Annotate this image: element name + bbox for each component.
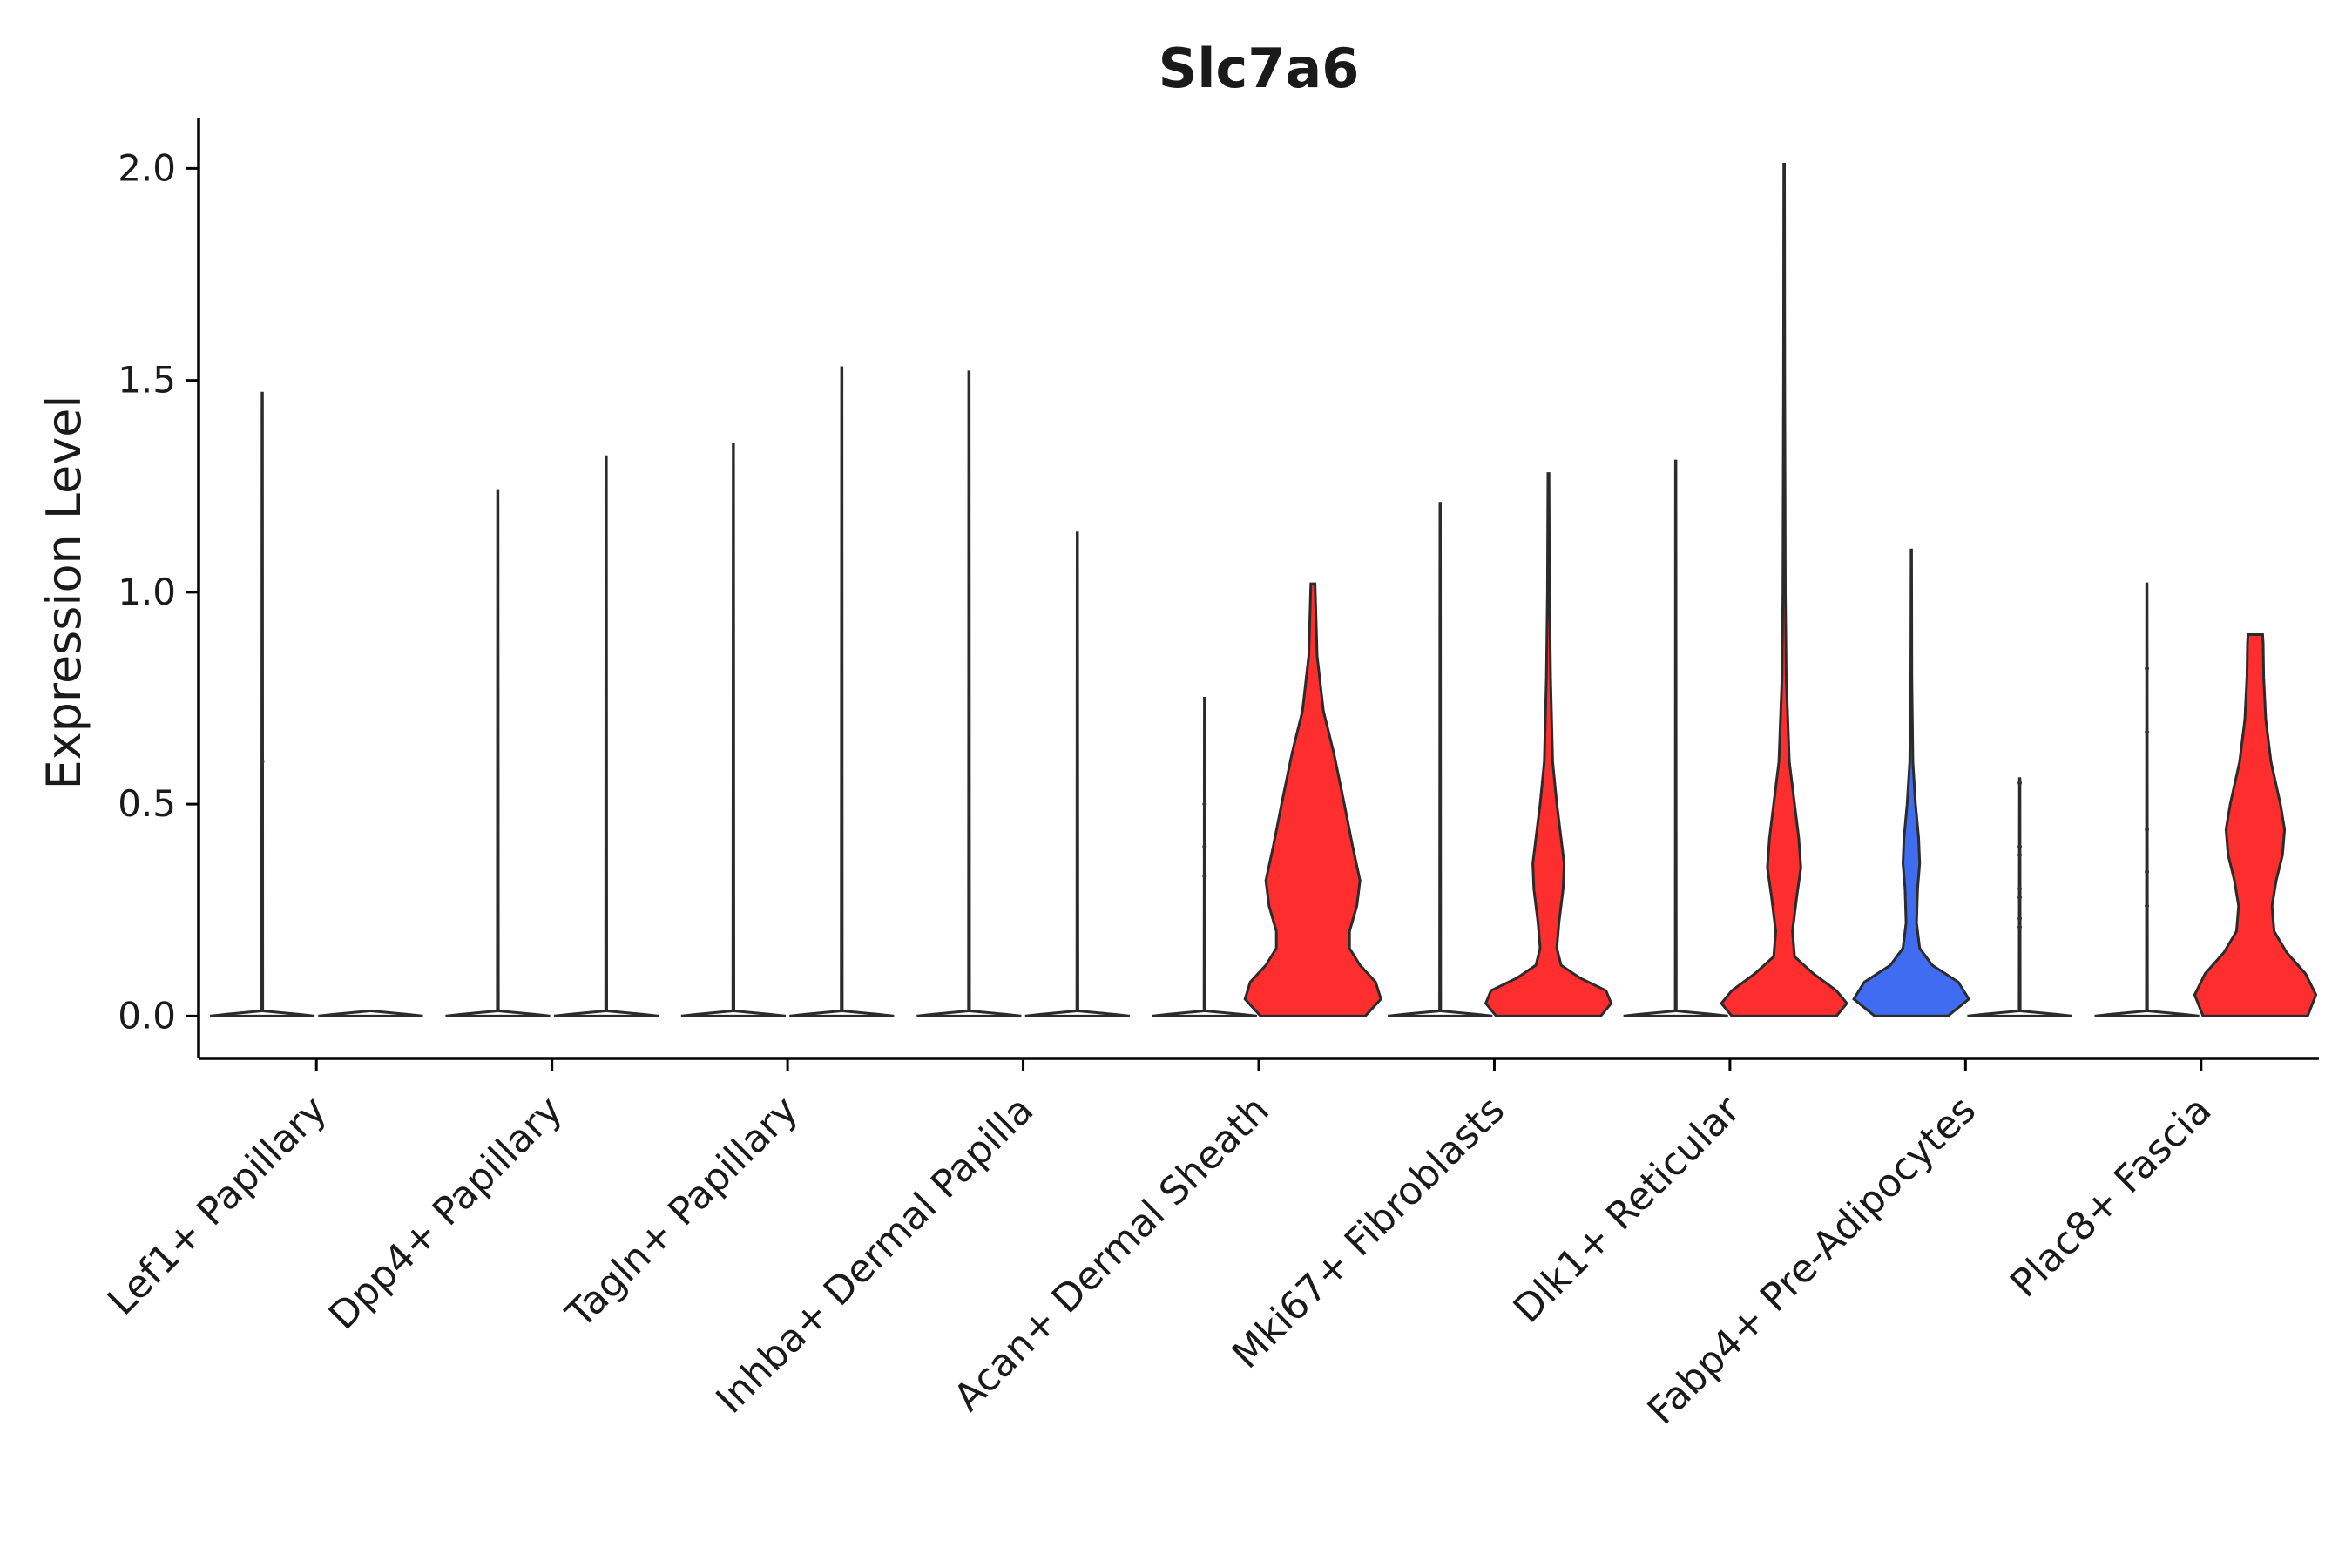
violin-1-2 [445, 489, 551, 1017]
data-point [2145, 903, 2150, 909]
axes [197, 118, 2319, 1060]
y-tick-label: 1.0 [118, 571, 176, 613]
violin-1-3 [680, 443, 787, 1017]
y-axis-ticks: 0.0 0.5 1.0 1.5 2.0 [118, 146, 199, 1037]
data-point [2017, 781, 2023, 786]
violin-2-5 [1243, 582, 1382, 1017]
violin-2-6 [1484, 472, 1613, 1017]
violin-1-1 [209, 391, 315, 1017]
violin-2-3 [789, 366, 895, 1017]
x-tick-label: Tagln+ Papillary [558, 1088, 807, 1337]
x-tick-label: Dpp4+ Papillary [321, 1088, 571, 1339]
data-point [260, 759, 265, 764]
data-point [1202, 844, 1207, 849]
data-point [2017, 916, 2023, 921]
chart-title: Slc7a6 [1159, 37, 1360, 100]
x-tick-label: Lef1+ Papillary [99, 1088, 335, 1324]
violin-2-1 [318, 1010, 423, 1017]
data-point [2145, 827, 2150, 832]
violin-1-4 [916, 370, 1022, 1017]
data-point [1202, 874, 1207, 879]
data-point [1202, 801, 1207, 807]
violins [209, 163, 2318, 1017]
x-tick-label: Mki67+ Fibroblasts [1224, 1088, 1513, 1377]
data-point [2145, 869, 2150, 875]
data-point [2017, 852, 2023, 857]
data-point [2017, 924, 2023, 929]
data-point [2145, 729, 2150, 734]
data-point [2017, 844, 2023, 849]
violin-2-4 [1024, 531, 1130, 1017]
violin-2-9 [2193, 633, 2318, 1017]
x-tick-label: Dlk1+ Reticular [1505, 1087, 1750, 1332]
violin-2-7 [1720, 163, 1849, 1017]
violin-1-6 [1388, 502, 1493, 1017]
data-point [2017, 895, 2023, 900]
violin-1-5 [1152, 697, 1257, 1017]
y-tick-label: 0.0 [118, 994, 176, 1037]
y-axis-label: Expression Level [37, 395, 91, 790]
y-tick-label: 0.5 [118, 782, 176, 825]
violin-1-8 [1852, 548, 1971, 1017]
y-tick-label: 1.5 [118, 359, 176, 402]
x-tick-label: Plac8+ Fascia [2002, 1088, 2220, 1307]
violin-1-9 [2094, 582, 2200, 1017]
violin-2-2 [553, 455, 659, 1017]
data-point [2145, 666, 2150, 671]
data-point [2017, 886, 2023, 891]
violin-1-7 [1623, 459, 1728, 1017]
y-tick-label: 2.0 [118, 146, 176, 189]
